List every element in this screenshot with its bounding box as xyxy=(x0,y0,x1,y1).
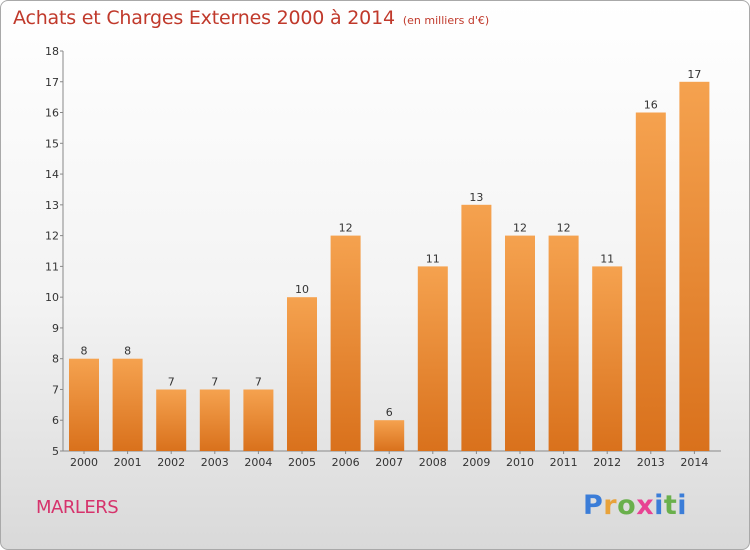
bar-value-label: 7 xyxy=(211,376,218,389)
x-tick-label: 2001 xyxy=(114,456,142,469)
x-tick-label: 2007 xyxy=(375,456,403,469)
bar xyxy=(635,112,666,451)
x-tick-label: 2011 xyxy=(550,456,578,469)
y-tick-label: 6 xyxy=(52,414,59,427)
bar xyxy=(374,420,405,451)
bars: 8 8 7 7 7 10 12 6 11 13 12 12 11 16 17 xyxy=(69,68,710,452)
logo-letter: i xyxy=(677,490,688,521)
x-tick-label: 2000 xyxy=(70,456,98,469)
bar-value-label: 11 xyxy=(600,252,614,265)
x-tick-label: 2012 xyxy=(593,456,621,469)
bar xyxy=(69,358,99,451)
x-tick-label: 2004 xyxy=(244,456,272,469)
x-tick-label: 2008 xyxy=(419,456,447,469)
y-tick-label: 14 xyxy=(45,168,59,181)
bar-value-label: 12 xyxy=(513,222,527,235)
proxiti-logo: Proxiti xyxy=(583,490,687,521)
bar-value-label: 7 xyxy=(255,376,262,389)
x-tick-label: 2005 xyxy=(288,456,316,469)
bar xyxy=(156,389,187,451)
bar xyxy=(199,389,230,451)
bar-value-label: 12 xyxy=(339,222,353,235)
bar-value-label: 16 xyxy=(644,99,658,112)
bar xyxy=(505,235,535,451)
bar xyxy=(287,297,317,451)
y-tick-label: 17 xyxy=(45,76,59,89)
unit-label: (en milliers d'€) xyxy=(402,14,490,27)
bar xyxy=(592,266,623,451)
y-tick-label: 9 xyxy=(52,322,59,335)
y-tick-label: 16 xyxy=(45,107,59,120)
x-tick-label: 2010 xyxy=(506,456,534,469)
bar-value-label: 11 xyxy=(426,252,440,265)
bar-value-label: 8 xyxy=(81,345,88,358)
y-tick-label: 7 xyxy=(52,383,59,396)
y-tick-label: 11 xyxy=(45,260,59,273)
x-tick-label: 2003 xyxy=(201,456,229,469)
bar-value-label: 10 xyxy=(295,283,309,296)
bar-value-label: 12 xyxy=(557,222,571,235)
x-tick-label: 2013 xyxy=(637,456,665,469)
logo-letter: P xyxy=(583,490,604,521)
logo-letter: t xyxy=(663,490,678,521)
x-axis: 2000 2001 2002 2003 2004 2005 2006 2007 2008 2009… xyxy=(63,450,721,469)
y-tick-label: 15 xyxy=(45,137,59,150)
bar-value-label: 8 xyxy=(124,345,131,358)
y-tick-label: 8 xyxy=(52,353,59,366)
bar-value-label: 6 xyxy=(386,406,393,419)
x-tick-label: 2002 xyxy=(157,456,185,469)
y-axis: 5 6 7 8 9 10 11 12 13 14 15 16 17 18 xyxy=(45,45,64,458)
logo-letter: x xyxy=(636,490,655,521)
bar xyxy=(243,389,274,451)
bar-value-label: 13 xyxy=(469,191,483,204)
logo-letter: i xyxy=(654,490,664,521)
bar xyxy=(461,204,492,451)
bar-value-label: 7 xyxy=(168,376,175,389)
y-tick-label: 10 xyxy=(45,291,59,304)
bar xyxy=(417,266,448,451)
bar xyxy=(548,235,579,451)
logo-letter: r xyxy=(603,490,618,521)
chart-title: Achats et Charges Externes 2000 à 2014 (e… xyxy=(13,7,489,29)
bar xyxy=(679,81,710,452)
y-tick-label: 12 xyxy=(45,230,59,243)
y-tick-label: 13 xyxy=(45,199,59,212)
town-name: MARLERS xyxy=(36,497,119,518)
x-tick-label: 2009 xyxy=(462,456,490,469)
bar xyxy=(330,235,361,451)
bar xyxy=(112,358,143,451)
y-tick-label: 18 xyxy=(45,45,59,58)
logo-letter: o xyxy=(617,490,637,521)
x-tick-label: 2014 xyxy=(680,456,708,469)
bar-value-label: 17 xyxy=(687,68,701,81)
x-tick-label: 2006 xyxy=(332,456,360,469)
y-tick-label: 5 xyxy=(52,445,59,458)
chart-title-text: Achats et Charges Externes 2000 à 2014 xyxy=(13,7,395,29)
